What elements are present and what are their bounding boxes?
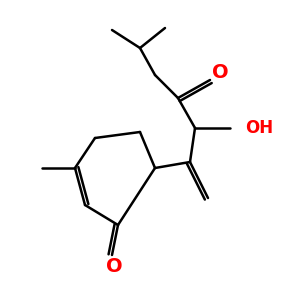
Text: O: O	[106, 257, 122, 277]
Text: OH: OH	[245, 119, 273, 137]
Text: O: O	[212, 64, 228, 83]
